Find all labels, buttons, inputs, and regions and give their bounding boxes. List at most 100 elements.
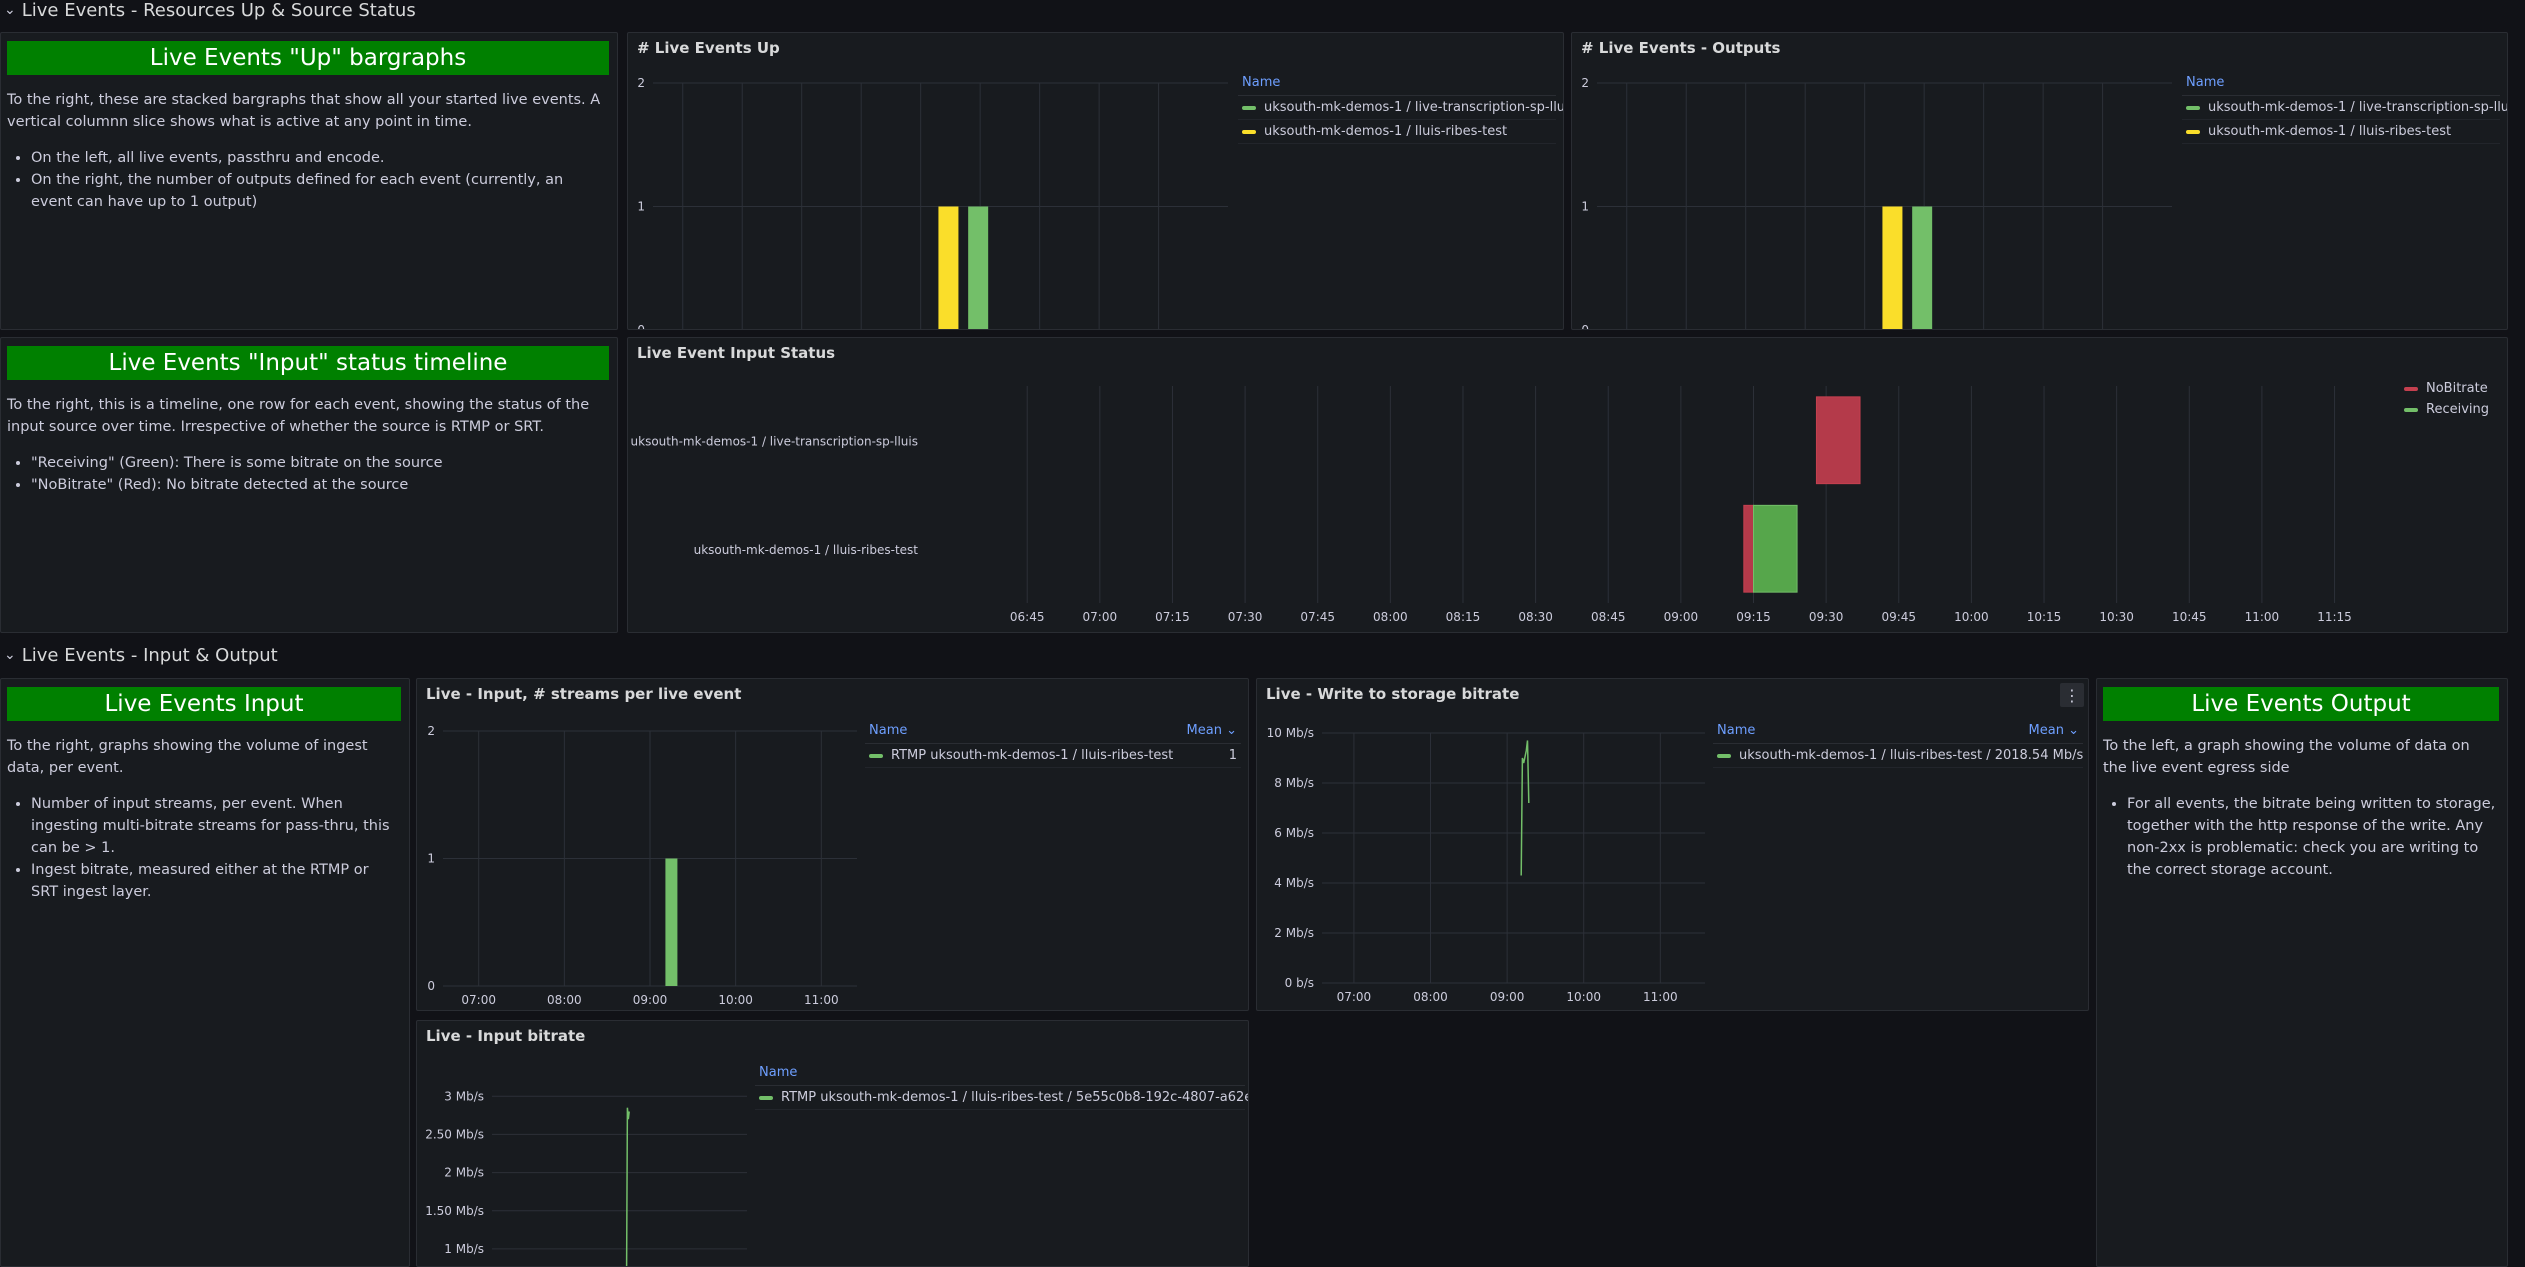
series-swatch <box>1242 105 1256 110</box>
up-info-panel: Live Events "Up" bargraphs To the right,… <box>0 32 618 330</box>
legend-label: uksouth-mk-demos-1 / lluis-ribes-test / … <box>1739 748 2020 763</box>
x-tick-label: 06:45 <box>1010 610 1045 624</box>
legend: Name uksouth-mk-demos-1 / live-transcrip… <box>2182 75 2507 144</box>
legend-item[interactable]: uksouth-mk-demos-1 / live-transcription-… <box>2182 96 2507 120</box>
series-line <box>1520 740 1530 876</box>
legend-header: Name Mean ⌄ <box>1713 723 2083 744</box>
x-tick-label: 09:00 <box>633 993 668 1007</box>
panel-menu-icon[interactable]: ⋮ <box>2060 683 2084 707</box>
ingest-info-panel: Live Events Input To the right, graphs s… <box>0 678 410 1267</box>
x-tick-label: 08:15 <box>1446 610 1481 624</box>
x-tick-label: 08:45 <box>1591 610 1626 624</box>
x-tick-label: 10:45 <box>2172 610 2207 624</box>
panel-banner: Live Events Input <box>7 687 401 721</box>
panel-title: Live Event Input Status <box>637 344 836 362</box>
legend-label: uksouth-mk-demos-1 / live-transcription-… <box>2208 100 2508 115</box>
input-status-panel[interactable]: Live Event Input Status 06:45 07:00 07:15 0… <box>627 337 2508 633</box>
panel-title: # Live Events - Outputs <box>1581 39 1781 57</box>
legend-mean: 8.54 Mb/s <box>2019 748 2084 763</box>
events-outputs-panel[interactable]: # Live Events - Outputs 01207:0007:3008:… <box>1571 32 2508 330</box>
legend-header-stat[interactable]: Mean ⌄ <box>2029 723 2079 738</box>
input-bitrate-chart: 1 Mb/s 1.50 Mb/s 2 Mb/s 2.50 Mb/s 3 Mb/s <box>425 1089 747 1266</box>
state-swatch <box>2404 386 2418 391</box>
paragraph: To the left, a graph showing the volume … <box>2103 738 2470 776</box>
panel-text: To the left, a graph showing the volume … <box>2103 735 2497 881</box>
x-tick-label: 07:00 <box>461 993 496 1007</box>
y-tick-label: 2 <box>637 76 645 90</box>
legend-item[interactable]: uksouth-mk-demos-1 / lluis-ribes-test <box>2182 120 2500 144</box>
x-tick-label: 09:15 <box>1736 610 1771 624</box>
row-header-resources[interactable]: ⌄ Live Events - Resources Up & Source St… <box>4 0 416 21</box>
series-swatch <box>2186 105 2200 110</box>
legend-header: Name <box>2182 75 2500 96</box>
series-swatch <box>869 753 883 758</box>
series-swatch <box>759 1095 773 1100</box>
timeline-legend: NoBitrate Receiving <box>2404 381 2504 417</box>
legend-item[interactable]: uksouth-mk-demos-1 / lluis-ribes-test <box>1238 120 1556 144</box>
x-tick-label: 09:45 <box>1881 610 1916 624</box>
panel-title: # Live Events Up <box>637 39 780 57</box>
streams-chart: 0 1 2 07:00 08:00 09:00 10:00 11:00 <box>427 724 857 1007</box>
legend-header: Name Mean ⌄ <box>865 723 1241 744</box>
timeline-segment <box>1815 396 1861 485</box>
y-tick-label: 2 <box>427 724 435 738</box>
legend-item[interactable]: RTMP uksouth-mk-demos-1 / lluis-ribes-te… <box>755 1086 1248 1110</box>
y-tick-label: 2 <box>1581 76 1589 90</box>
legend-header-name[interactable]: Name <box>1717 723 1756 738</box>
legend: Name Mean ⌄ RTMP uksouth-mk-demos-1 / llu… <box>865 723 1241 768</box>
y-tick-label: 10 Mb/s <box>1267 726 1314 740</box>
panel-text: To the right, this is a timeline, one ro… <box>7 394 607 496</box>
bar <box>1882 206 1903 329</box>
streams-per-event-panel[interactable]: Live - Input, # streams per live event 0… <box>416 678 1249 1011</box>
input-status-info-panel: Live Events "Input" status timeline To t… <box>0 337 618 633</box>
legend-header: Name <box>755 1065 1245 1086</box>
x-tick-label: 10:00 <box>1566 990 1601 1004</box>
legend-item[interactable]: uksouth-mk-demos-1 / lluis-ribes-test / … <box>1713 744 2083 768</box>
bar <box>1912 206 1933 329</box>
panel-banner: Live Events "Input" status timeline <box>7 346 609 380</box>
timeline-row-label: uksouth-mk-demos-1 / live-transcription-… <box>631 434 918 448</box>
legend-item[interactable]: NoBitrate <box>2404 381 2504 396</box>
input-status-timeline: 06:45 07:00 07:15 07:30 07:45 08:00 08:15 08:30… <box>631 386 2352 624</box>
paragraph: To the right, this is a timeline, one ro… <box>7 397 590 435</box>
x-tick-label: 08:00 <box>1373 610 1408 624</box>
y-tick-label: 1 <box>427 852 435 866</box>
x-tick-label: 10:00 <box>718 993 753 1007</box>
events-up-panel[interactable]: # Live Events Up 01207:0007:3008:0008:30… <box>627 32 1564 330</box>
write-storage-panel[interactable]: Live - Write to storage bitrate ⋮ 0 b/s 2… <box>1256 678 2089 1011</box>
legend-header-name[interactable]: Name <box>1242 75 1281 90</box>
paragraph: To the right, graphs showing the volume … <box>7 738 368 776</box>
y-tick-label: 2.50 Mb/s <box>425 1127 484 1141</box>
x-tick-label: 11:00 <box>1643 990 1678 1004</box>
legend-label: RTMP uksouth-mk-demos-1 / lluis-ribes-te… <box>891 748 1174 763</box>
x-tick-label: 10:30 <box>2099 610 2134 624</box>
row-header-input-output[interactable]: ⌄ Live Events - Input & Output <box>4 644 278 666</box>
legend-item[interactable]: RTMP uksouth-mk-demos-1 / lluis-ribes-te… <box>865 744 1241 768</box>
bullet: Number of input streams, per event. When… <box>31 793 399 859</box>
paragraph: To the right, these are stacked bargraph… <box>7 92 601 130</box>
legend-header-name[interactable]: Name <box>869 723 908 738</box>
legend-header-name[interactable]: Name <box>2186 75 2225 90</box>
y-tick-label: 1.50 Mb/s <box>425 1204 484 1218</box>
x-tick-label: 11:00 <box>2245 610 2280 624</box>
y-tick-label: 4 Mb/s <box>1274 876 1314 890</box>
legend-item[interactable]: Receiving <box>2404 402 2504 417</box>
x-tick-label: 10:15 <box>2027 610 2062 624</box>
y-tick-label: 0 b/s <box>1285 976 1314 990</box>
x-tick-label: 09:30 <box>1809 610 1844 624</box>
y-tick-label: 2 Mb/s <box>1274 926 1314 940</box>
bar <box>665 858 678 986</box>
legend-label: Receiving <box>2426 402 2490 417</box>
legend-label: RTMP uksouth-mk-demos-1 / lluis-ribes-te… <box>781 1090 1249 1105</box>
x-tick-label: 10:00 <box>1954 610 1989 624</box>
legend-mean: 1 <box>1228 748 1237 763</box>
legend-header-stat[interactable]: Mean ⌄ <box>1187 723 1237 738</box>
legend-header-name[interactable]: Name <box>759 1065 798 1080</box>
legend-item[interactable]: uksouth-mk-demos-1 / live-transcription-… <box>1238 96 1563 120</box>
panel-title: Live - Write to storage bitrate <box>1266 685 1520 703</box>
x-tick-label: 09:00 <box>1490 990 1525 1004</box>
input-bitrate-panel[interactable]: Live - Input bitrate 1 Mb/s 1.50 Mb/s 2 Mb… <box>416 1020 1249 1267</box>
series-swatch <box>1242 129 1256 134</box>
y-tick-label: 6 Mb/s <box>1274 826 1314 840</box>
legend: Name RTMP uksouth-mk-demos-1 / lluis-rib… <box>755 1065 1248 1110</box>
